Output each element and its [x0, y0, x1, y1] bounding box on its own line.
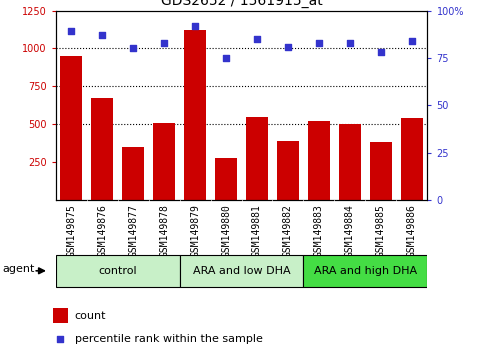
Text: GSM149877: GSM149877	[128, 204, 138, 257]
Point	[253, 36, 261, 42]
Text: ARA and high DHA: ARA and high DHA	[314, 266, 417, 276]
Bar	[277, 141, 299, 200]
Bar	[401, 118, 423, 200]
FancyBboxPatch shape	[56, 255, 180, 287]
Text: ARA and low DHA: ARA and low DHA	[193, 266, 290, 276]
Bar	[60, 56, 82, 200]
Bar	[308, 121, 330, 200]
Bar	[184, 30, 206, 200]
Text: GSM149886: GSM149886	[407, 204, 417, 257]
Point	[57, 336, 64, 342]
Title: GDS2652 / 1561915_at: GDS2652 / 1561915_at	[161, 0, 322, 8]
Point	[346, 40, 354, 46]
Text: GSM149883: GSM149883	[314, 204, 324, 257]
Text: GSM149875: GSM149875	[66, 204, 76, 257]
Bar	[53, 308, 68, 323]
Bar	[153, 123, 175, 200]
Text: control: control	[98, 266, 137, 276]
Point	[160, 40, 168, 46]
Bar	[246, 117, 268, 200]
Point	[191, 23, 199, 29]
Text: GSM149884: GSM149884	[345, 204, 355, 257]
Point	[315, 40, 323, 46]
Bar	[122, 147, 144, 200]
Point	[377, 50, 385, 55]
Text: agent: agent	[3, 264, 35, 274]
Text: GSM149876: GSM149876	[97, 204, 107, 257]
Point	[408, 38, 416, 44]
Point	[67, 29, 75, 34]
Text: GSM149880: GSM149880	[221, 204, 231, 257]
Point	[129, 46, 137, 51]
Text: GSM149882: GSM149882	[283, 204, 293, 257]
Text: count: count	[75, 311, 106, 321]
Text: GSM149881: GSM149881	[252, 204, 262, 257]
Point	[98, 33, 106, 38]
Text: GSM149878: GSM149878	[159, 204, 169, 257]
Text: percentile rank within the sample: percentile rank within the sample	[75, 334, 263, 344]
FancyBboxPatch shape	[180, 255, 303, 287]
FancyBboxPatch shape	[303, 255, 427, 287]
Point	[284, 44, 292, 50]
Text: GSM149879: GSM149879	[190, 204, 200, 257]
Bar	[91, 98, 113, 200]
Bar	[370, 142, 392, 200]
Text: GSM149885: GSM149885	[376, 204, 386, 257]
Point	[222, 55, 230, 61]
Bar	[215, 158, 237, 200]
Bar	[339, 124, 361, 200]
